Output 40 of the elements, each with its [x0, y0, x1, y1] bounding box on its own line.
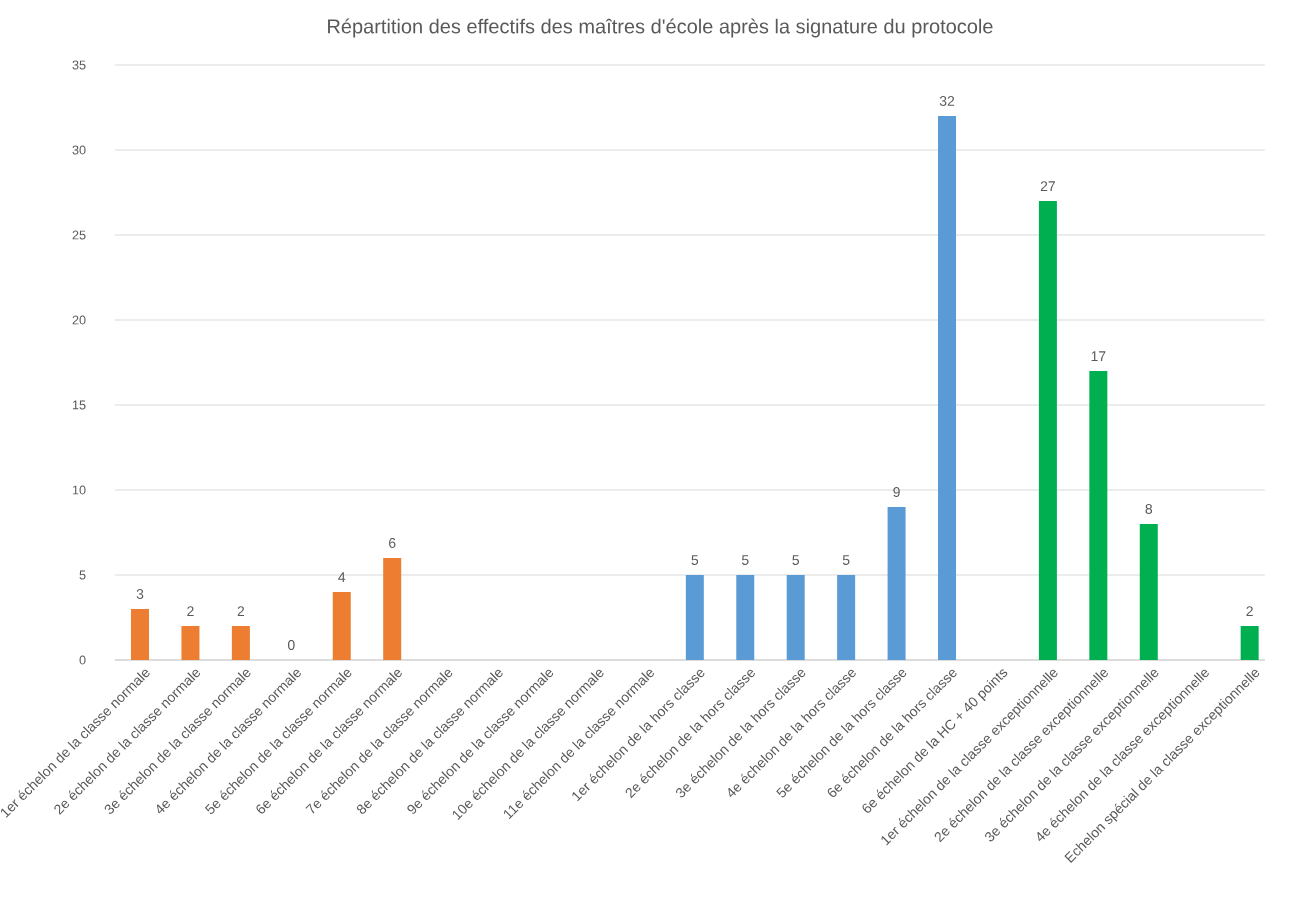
data-label: 9 — [893, 487, 900, 497]
y-tick-label: 15 — [72, 400, 86, 410]
y-tick-label: 25 — [72, 230, 86, 240]
bar — [685, 575, 704, 660]
data-label: 27 — [1040, 181, 1055, 191]
bar — [887, 507, 906, 660]
y-tick-label: 30 — [72, 145, 86, 155]
data-label: 3 — [136, 589, 144, 599]
bar — [383, 558, 402, 660]
bar — [837, 575, 856, 660]
bar — [736, 575, 755, 660]
data-label: 5 — [691, 555, 699, 565]
bar — [131, 609, 149, 660]
y-tick-label: 35 — [72, 60, 86, 70]
bar — [1089, 371, 1108, 660]
y-tick-label: 20 — [72, 315, 86, 325]
y-tick-label: 0 — [79, 655, 86, 665]
data-label: 8 — [1145, 504, 1153, 514]
data-label: 2 — [237, 606, 245, 616]
y-tick-label: 10 — [72, 485, 86, 495]
data-label: 17 — [1091, 351, 1106, 361]
bar — [1038, 201, 1057, 660]
bar — [938, 116, 957, 660]
data-label: 6 — [389, 538, 396, 548]
data-label: 4 — [338, 572, 346, 582]
chart-title: Répartition des effectifs des maîtres d'école après la signature du protocole — [328, 18, 993, 38]
bar — [332, 592, 351, 660]
data-label: 2 — [187, 606, 194, 616]
data-label: 32 — [939, 96, 955, 106]
data-label: 5 — [792, 555, 800, 565]
bar — [1139, 524, 1158, 660]
data-label: 5 — [741, 555, 749, 565]
bar — [1240, 626, 1259, 660]
data-label: 0 — [287, 640, 295, 650]
bar — [181, 626, 200, 660]
bar — [786, 575, 805, 660]
y-tick-label: 5 — [79, 570, 86, 580]
bar — [231, 626, 250, 660]
data-label: 5 — [842, 555, 850, 565]
data-label: 2 — [1246, 606, 1253, 616]
